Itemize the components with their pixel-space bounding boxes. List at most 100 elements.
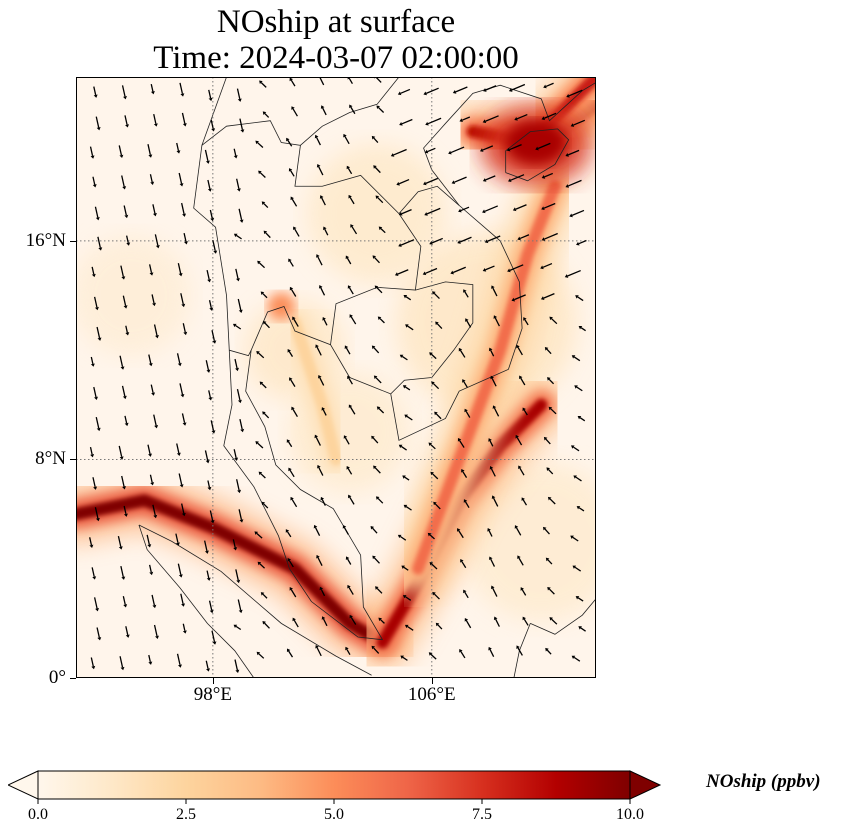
wind-arrow xyxy=(434,411,442,420)
wind-arrow xyxy=(208,390,213,401)
wind-arrow xyxy=(176,142,181,154)
wind-arrow xyxy=(343,133,350,145)
wind-arrow xyxy=(290,196,298,207)
wind-arrow xyxy=(349,314,357,325)
wind-arrow xyxy=(482,265,495,272)
shipping-lane xyxy=(288,316,342,466)
wind-arrow xyxy=(376,105,385,113)
wind-arrow xyxy=(289,77,296,87)
wind-arrow xyxy=(450,266,466,275)
wind-arrow xyxy=(490,585,498,597)
wind-arrow xyxy=(147,444,152,457)
wind-arrow xyxy=(176,653,182,668)
lat-tick-label: 16°N xyxy=(25,229,66,251)
wind-arrow xyxy=(431,381,440,390)
wind-arrow xyxy=(424,207,441,216)
wind-arrow xyxy=(287,558,294,568)
wind-arrow xyxy=(489,466,496,477)
wind-arrow xyxy=(320,105,327,116)
wind-arrow xyxy=(314,434,321,446)
lat-tick-label: 0° xyxy=(48,667,66,688)
wind-arrow xyxy=(428,652,437,660)
wind-arrow xyxy=(125,626,130,638)
wind-arrow xyxy=(323,226,329,236)
wind-arrow xyxy=(488,438,494,447)
wind-arrow xyxy=(211,330,217,344)
wind-arrow xyxy=(318,374,325,386)
wind-arrow xyxy=(376,406,385,414)
wind-arrow xyxy=(121,85,127,100)
wind-arrow xyxy=(570,445,580,452)
wind-arrow xyxy=(432,291,440,300)
wind-arrow xyxy=(575,596,584,602)
wind-arrow xyxy=(346,465,353,475)
wind-arrow xyxy=(342,525,349,535)
wind-arrow xyxy=(520,587,527,596)
wind-arrow xyxy=(179,383,185,398)
colorbar-tick-label: 0.0 xyxy=(28,806,48,823)
wind-arrow xyxy=(125,235,131,246)
wind-arrow xyxy=(404,414,413,421)
wind-arrow xyxy=(175,533,180,546)
wind-arrow xyxy=(146,534,152,548)
gridlines xyxy=(76,77,596,678)
colorbar-tick-label: 7.5 xyxy=(472,806,492,823)
wind-arrow xyxy=(255,140,264,148)
wind-arrow xyxy=(292,617,299,628)
wind-arrow xyxy=(479,145,494,152)
wind-arrow xyxy=(491,495,499,507)
wind-arrow xyxy=(371,645,380,654)
colorbar-body xyxy=(37,770,631,800)
wind-arrow xyxy=(508,83,526,92)
wind-arrow xyxy=(177,563,183,578)
wind-arrow xyxy=(448,146,465,155)
wind-arrow xyxy=(118,445,124,460)
wind-arrow xyxy=(123,505,128,517)
wind-arrow xyxy=(541,172,554,179)
wind-arrow xyxy=(180,293,186,308)
wind-arrow xyxy=(122,295,128,309)
wind-arrow xyxy=(535,142,551,151)
wind-arrow xyxy=(289,377,296,387)
wind-arrow xyxy=(396,178,410,186)
wind-arrow xyxy=(256,350,265,359)
wind-arrow xyxy=(464,408,471,418)
wind-arrow xyxy=(212,239,218,254)
hainan-core xyxy=(505,120,566,165)
wind-arrow xyxy=(317,464,324,476)
wind-arrow xyxy=(547,586,555,595)
wind-arrow xyxy=(511,294,526,302)
wind-arrow xyxy=(179,82,185,97)
coastline xyxy=(138,524,372,676)
wind-arrow xyxy=(371,435,379,444)
coastline xyxy=(229,349,252,357)
wind-arrow xyxy=(488,646,495,657)
concentration-field xyxy=(76,77,596,673)
wind-arrow xyxy=(397,88,411,96)
wind-arrow xyxy=(375,496,384,504)
wind-arrow xyxy=(375,195,384,204)
wind-arrow xyxy=(152,504,158,519)
wind-arrow xyxy=(348,404,356,415)
wind-arrow xyxy=(258,170,266,179)
wind-arrow xyxy=(123,205,129,219)
wind-arrow xyxy=(569,209,585,218)
wind-arrow xyxy=(572,565,582,572)
colorbar-tick-label: 10.0 xyxy=(616,806,644,823)
wind-arrow xyxy=(96,627,102,641)
wind-arrow xyxy=(97,236,103,251)
wind-arrow xyxy=(286,648,294,658)
wind-arrow xyxy=(233,449,239,461)
wind-arrow xyxy=(208,600,214,614)
wind-arrow xyxy=(548,406,557,415)
wind-arrow xyxy=(403,294,412,301)
wind-arrow xyxy=(183,232,188,245)
colorbar-extend-max xyxy=(629,770,662,800)
wind-arrow xyxy=(289,587,297,598)
wind-arrow xyxy=(516,645,523,656)
wind-arrow xyxy=(373,465,381,474)
wind-arrow xyxy=(235,268,240,282)
wind-arrow xyxy=(427,532,435,540)
wind-arrow xyxy=(321,616,328,627)
wind-arrow xyxy=(463,289,469,298)
